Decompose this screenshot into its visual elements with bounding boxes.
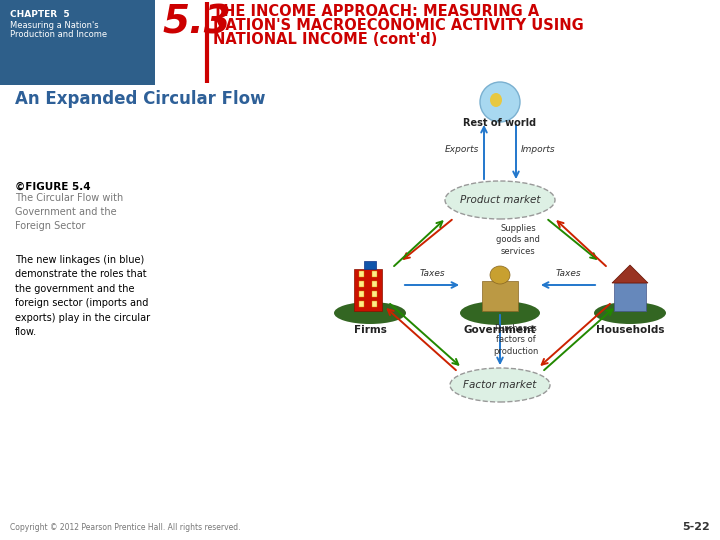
Bar [372,301,377,307]
Text: 5-22: 5-22 [683,522,710,532]
Text: Production and Income: Production and Income [10,30,107,39]
Polygon shape [612,265,648,283]
Bar [372,291,377,297]
Text: Factor market: Factor market [463,380,536,390]
Bar [0,0,155,85]
Circle shape [480,82,520,122]
Text: The new linkages (in blue)
demonstrate the roles that
the government and the
for: The new linkages (in blue) demonstrate t… [15,255,150,337]
Bar [354,269,382,311]
Bar [359,301,364,307]
Text: THE INCOME APPROACH: MEASURING A: THE INCOME APPROACH: MEASURING A [213,4,539,19]
Ellipse shape [490,266,510,284]
Text: Rest of world: Rest of world [464,118,536,128]
Text: Households: Households [595,325,665,335]
Text: The Circular Flow with
Government and the
Foreign Sector: The Circular Flow with Government and th… [15,193,123,231]
Text: 5.3: 5.3 [162,3,230,41]
Bar [614,283,646,311]
Text: Exports: Exports [445,145,480,154]
Ellipse shape [594,302,666,324]
Text: NATIONAL INCOME (cont'd): NATIONAL INCOME (cont'd) [213,32,437,47]
Ellipse shape [490,93,502,107]
Bar [372,271,377,277]
Text: An Expanded Circular Flow: An Expanded Circular Flow [15,90,266,108]
Bar [482,281,518,311]
Text: Firms: Firms [354,325,387,335]
Text: CHAPTER  5: CHAPTER 5 [10,10,70,19]
Text: NATION'S MACROECONOMIC ACTIVITY USING: NATION'S MACROECONOMIC ACTIVITY USING [213,18,584,33]
Text: Supplies
goods and
services: Supplies goods and services [496,225,540,255]
Bar [359,291,364,297]
Bar [364,261,376,269]
Text: Copyright © 2012 Pearson Prentice Hall. All rights reserved.: Copyright © 2012 Pearson Prentice Hall. … [10,523,240,532]
Ellipse shape [450,368,550,402]
Ellipse shape [334,302,406,324]
Ellipse shape [445,181,555,219]
Text: Purchases
factors of
production: Purchases factors of production [493,325,539,356]
Text: Government: Government [464,325,536,335]
Text: Imports: Imports [521,145,555,154]
Bar [359,271,364,277]
Ellipse shape [460,301,540,325]
Text: Measuring a Nation's: Measuring a Nation's [10,21,99,30]
Text: Taxes: Taxes [555,269,581,278]
Text: Taxes: Taxes [419,269,445,278]
Text: Product market: Product market [460,195,540,205]
Bar [359,281,364,287]
Bar [372,281,377,287]
Text: ©FIGURE 5.4: ©FIGURE 5.4 [15,182,91,192]
